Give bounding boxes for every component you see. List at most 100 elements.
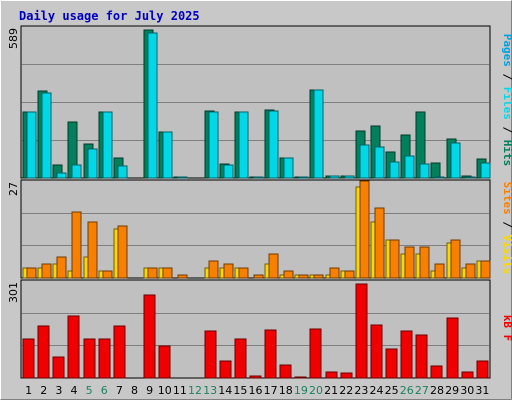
bar-visits-sites-day-13 [208,260,219,279]
bar-hits-files-day-4 [71,164,82,179]
x-tick-label-day-8: 8 [131,384,138,397]
x-tick-label-day-16: 16 [249,384,263,397]
x-tick-label-day-24: 24 [370,384,384,397]
bar-kbytes-kb-f-day-3 [52,356,65,379]
bar-visits-sites-day-7 [117,225,128,279]
bar-hits-files-day-14 [223,164,234,179]
bar-visits-sites-day-23 [359,180,370,279]
bar-kbytes-kb-f-day-7 [113,325,126,379]
legend-sep-2: / [501,127,512,134]
bar-hits-files-day-1 [26,111,37,179]
bar-kbytes-kb-f-day-14 [219,360,232,379]
bar-visits-sites-day-27 [419,246,430,279]
x-tick-label-day-22: 22 [339,384,353,397]
bar-hits-files-day-5 [87,148,98,179]
chart-title: Daily usage for July 2025 [19,9,200,23]
bar-kbytes-kb-f-day-5 [83,338,96,379]
x-tick-label-day-23: 23 [354,384,368,397]
x-tick-label-day-29: 29 [445,384,459,397]
bar-visits-sites-day-17 [268,253,279,279]
bar-kbytes-kb-f-day-21 [325,371,338,379]
bar-visits-sites-day-9 [147,267,158,279]
panel-kbytes-max-label: 301 [7,282,20,303]
x-tick-label-day-28: 28 [430,384,444,397]
x-tick-label-day-30: 30 [460,384,474,397]
bar-visits-sites-day-6 [102,270,113,279]
bar-kbytes-kb-f-day-24 [370,324,383,379]
bar-kbytes-kb-f-day-27 [415,334,428,379]
svg-text:Sites / Visits: Sites / Visits [501,182,512,275]
bar-kbytes-kb-f-day-30 [461,371,474,379]
x-tick-label-day-6: 6 [101,384,108,397]
bar-kbytes-kb-f-day-13 [204,330,217,379]
panel-hits: 589 [7,25,491,179]
bar-hits-files-day-31 [480,162,491,179]
bar-visits-sites-day-22 [344,270,355,279]
bar-hits-files-day-6 [102,111,113,179]
x-tick-label-day-17: 17 [264,384,278,397]
legend-hits: Hits [501,140,512,167]
bar-visits-sites-day-25 [389,239,400,279]
bar-hits-files-day-17 [268,110,279,179]
bar-hits-files-day-30 [465,176,476,179]
legend-kb: kB F [501,315,512,342]
bar-kbytes-kb-f-day-29 [446,317,459,379]
bar-kbytes-kb-f-day-20 [309,328,322,379]
legend-files: Files [501,87,512,120]
legend-kbytes: kB F [501,315,512,342]
bar-kbytes-kb-f-day-28 [430,365,443,379]
bar-kbytes-kb-f-day-16 [249,375,262,379]
bar-hits-files-day-25 [389,161,400,179]
x-tick-label-day-20: 20 [309,384,323,397]
bar-visits-sites-day-1 [26,267,37,279]
bar-kbytes-kb-f-day-31 [476,360,489,379]
x-tick-label-day-15: 15 [233,384,247,397]
bar-hits-files-day-23 [359,144,370,179]
bar-kbytes-kb-f-day-17 [264,329,277,379]
bar-hits-files-day-9 [147,32,158,179]
bar-hits-files-day-24 [374,146,385,179]
bar-hits-files-day-2 [41,92,52,179]
bar-kbytes-kb-f-day-10 [158,345,171,379]
bar-visits-sites-day-2 [41,263,52,279]
panel-kbytes: 301 [7,279,491,379]
bar-hits-files-day-27 [419,163,430,179]
legend-pages: Pages [501,34,512,67]
bar-hits-files-day-3 [56,172,67,179]
bar-visits-sites-day-14 [223,263,234,279]
x-tick-label-day-31: 31 [475,384,489,397]
x-tick-label-day-14: 14 [218,384,232,397]
x-axis: 1 2 3 4 5 6 7 8 9 10 11 12 13 14 15 16 17 18 19 20 21 22 23 24 2… [25,384,489,397]
legend-sep-1: / [501,74,512,81]
bar-hits-files-day-7 [117,165,128,179]
bar-hits-files-day-29 [450,142,461,179]
bar-visits-sites-day-20 [313,274,324,279]
legend-hits-files-pages: Pages / Files / Hits [501,34,512,167]
legend-sep-3: / [501,221,512,228]
x-tick-label-day-13: 13 [203,384,217,397]
bar-visits-sites-day-24 [374,207,385,279]
bar-hits-files-day-19 [298,176,309,179]
bar-visits-sites-day-26 [404,246,415,279]
bar-hits-files-day-13 [208,111,219,179]
x-tick-label-day-5: 5 [86,384,93,397]
x-tick-label-day-26: 26 [400,384,414,397]
bar-hits-files-day-11 [177,176,188,179]
bar-kbytes-kb-f-day-22 [340,372,353,379]
bar-visits-sites-day-15 [238,267,249,279]
legend-sites: Sites [501,182,512,215]
x-tick-label-day-2: 2 [40,384,47,397]
legend-sites-visits: Sites / Visits [501,182,512,275]
bar-hits-files-day-22 [344,175,355,179]
bar-kbytes-kb-f-day-1 [22,338,35,379]
panel-visits: 27 [7,179,491,279]
bar-kbytes-kb-f-day-25 [385,348,398,379]
bar-kbytes-kb-f-day-9 [143,294,156,379]
bar-visits-sites-day-3 [56,256,67,279]
x-tick-label-day-27: 27 [415,384,429,397]
bar-hits-files-day-20 [313,89,324,179]
panels: 589 27 301 [7,25,491,379]
x-tick-label-day-10: 10 [158,384,172,397]
panel-visits-max-label: 27 [7,182,20,196]
